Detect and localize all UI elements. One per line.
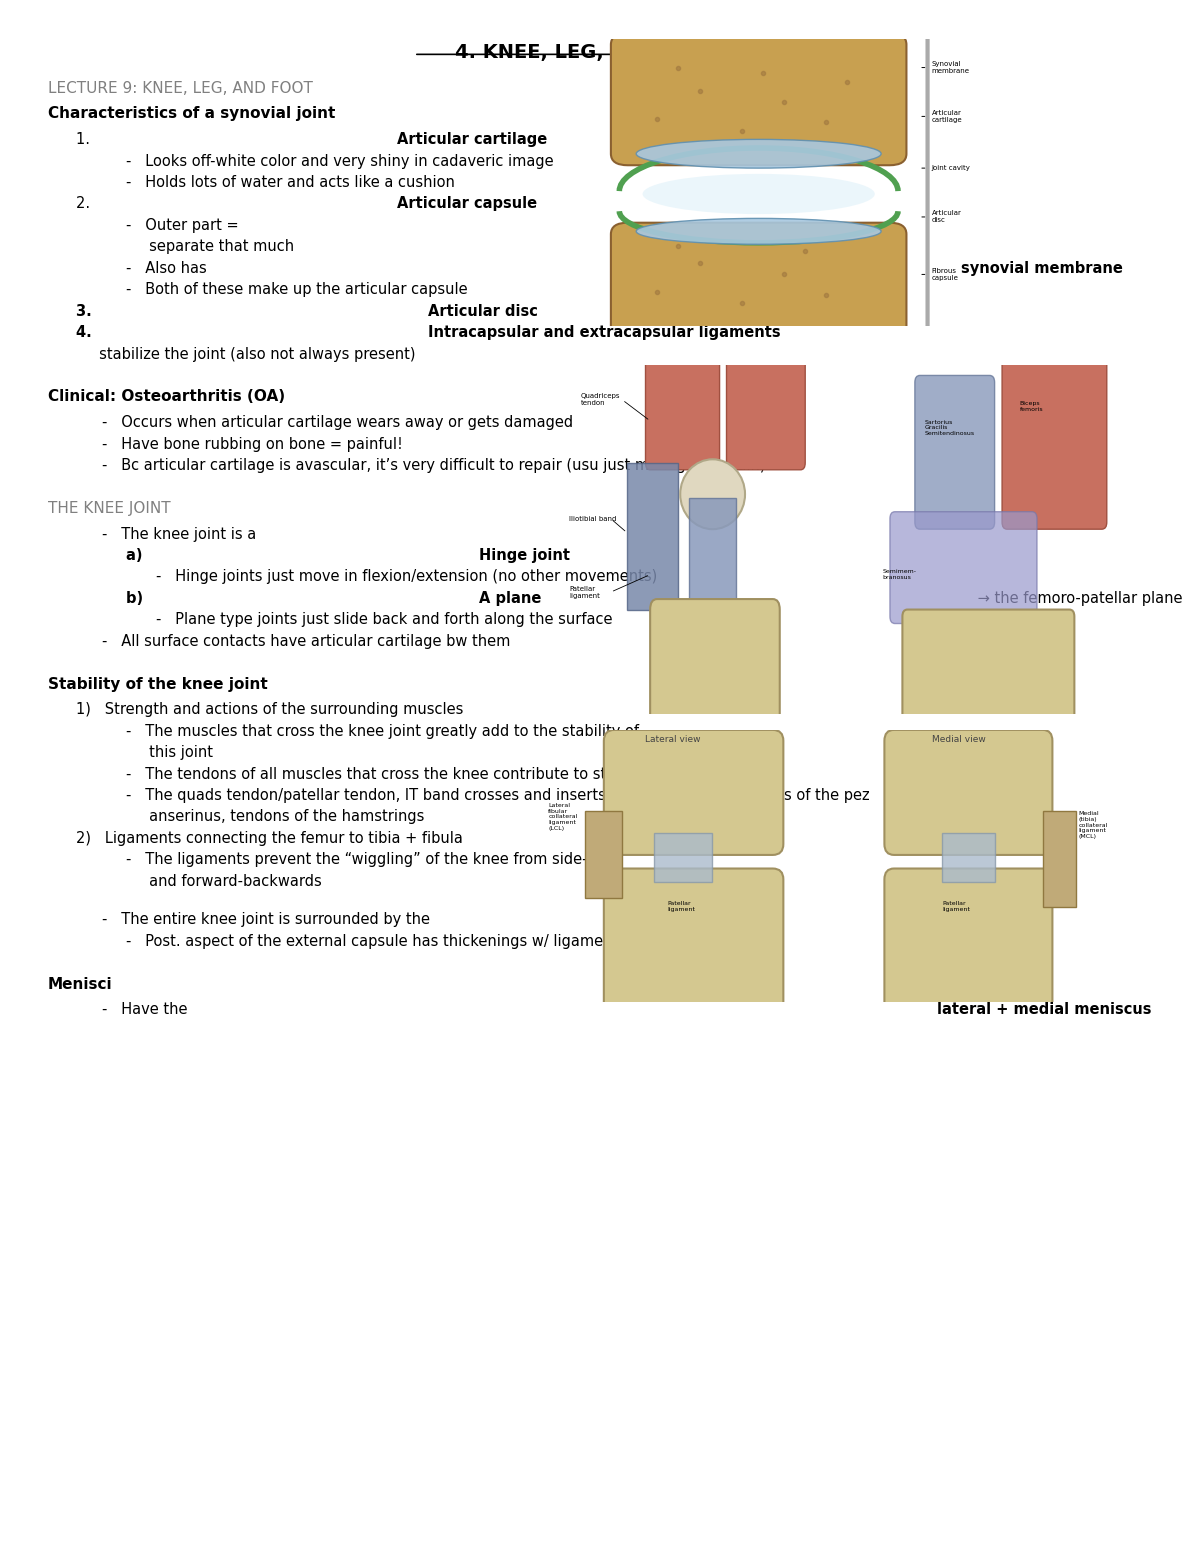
FancyBboxPatch shape bbox=[646, 359, 720, 469]
FancyBboxPatch shape bbox=[890, 511, 1037, 623]
Text: -   The quads tendon/patellar tendon, IT band crosses and inserts below the knee: - The quads tendon/patellar tendon, IT b… bbox=[126, 787, 870, 803]
Text: a): a) bbox=[126, 548, 158, 562]
Text: -   Have the: - Have the bbox=[102, 1002, 192, 1017]
Text: Iliotibial band: Iliotibial band bbox=[569, 516, 617, 522]
Text: Fibrous
capsule: Fibrous capsule bbox=[931, 269, 959, 281]
Text: -   Post. aspect of the external capsule has thickenings w/ ligaments: - Post. aspect of the external capsule h… bbox=[126, 933, 626, 949]
Text: -   The muscles that cross the knee joint greatly add to the stability of: - The muscles that cross the knee joint … bbox=[126, 724, 640, 739]
Text: Intracapsular and extracapsular ligaments: Intracapsular and extracapsular ligament… bbox=[428, 325, 781, 340]
Text: -   Bc articular cartilage is avascular, it’s very difficult to repair (usu just: - Bc articular cartilage is avascular, i… bbox=[102, 458, 766, 474]
Text: Lateral view: Lateral view bbox=[644, 735, 701, 744]
FancyBboxPatch shape bbox=[884, 730, 1052, 854]
Text: stabilize the joint (also not always present): stabilize the joint (also not always pre… bbox=[76, 346, 415, 362]
FancyBboxPatch shape bbox=[1002, 359, 1106, 530]
FancyBboxPatch shape bbox=[650, 599, 780, 725]
Text: -   Both of these make up the articular capsule: - Both of these make up the articular ca… bbox=[126, 283, 468, 297]
Text: -   Have bone rubbing on bone = painful!: - Have bone rubbing on bone = painful! bbox=[102, 436, 403, 452]
Text: Articular
cartilage: Articular cartilage bbox=[931, 110, 962, 123]
Text: Patellar
ligament: Patellar ligament bbox=[667, 901, 695, 912]
FancyBboxPatch shape bbox=[586, 811, 623, 898]
Text: Hinge joint: Hinge joint bbox=[479, 548, 570, 562]
FancyBboxPatch shape bbox=[628, 463, 678, 610]
FancyBboxPatch shape bbox=[884, 868, 1052, 1013]
Ellipse shape bbox=[642, 174, 875, 214]
Text: -   Occurs when articular cartilage wears away or gets damaged: - Occurs when articular cartilage wears … bbox=[102, 415, 574, 430]
FancyBboxPatch shape bbox=[690, 497, 736, 610]
Text: Synovial
membrane: Synovial membrane bbox=[931, 61, 970, 75]
Text: Menisci: Menisci bbox=[48, 977, 113, 991]
Text: Quadriceps
tendon: Quadriceps tendon bbox=[581, 393, 620, 407]
Text: -   Plane type joints just slide back and forth along the surface: - Plane type joints just slide back and … bbox=[156, 612, 612, 627]
FancyBboxPatch shape bbox=[902, 610, 1074, 721]
Text: Articular cartilage: Articular cartilage bbox=[397, 132, 547, 148]
Text: separate that much: separate that much bbox=[126, 239, 294, 255]
Text: -   Hinge joints just move in flexion/extension (no other movements): - Hinge joints just move in flexion/exte… bbox=[156, 570, 658, 584]
Text: Characteristics of a synovial joint: Characteristics of a synovial joint bbox=[48, 107, 335, 121]
Text: Biceps
femoris: Biceps femoris bbox=[1020, 402, 1043, 412]
Text: LECTURE 9: KNEE, LEG, AND FOOT: LECTURE 9: KNEE, LEG, AND FOOT bbox=[48, 81, 313, 96]
Text: Stability of the knee joint: Stability of the knee joint bbox=[48, 677, 268, 691]
Text: Sartorius
Gracilis
Semitendinosus: Sartorius Gracilis Semitendinosus bbox=[925, 419, 974, 436]
Text: -   The tendons of all muscles that cross the knee contribute to stability of th: - The tendons of all muscles that cross … bbox=[126, 767, 738, 781]
Text: 4. KNEE, LEG, FOOT + ANS: 4. KNEE, LEG, FOOT + ANS bbox=[455, 43, 745, 62]
Text: -   Also has: - Also has bbox=[126, 261, 211, 276]
Text: -   All surface contacts have articular cartilage bw them: - All surface contacts have articular ca… bbox=[102, 634, 510, 649]
Text: Medial view: Medial view bbox=[932, 735, 985, 744]
FancyBboxPatch shape bbox=[726, 359, 805, 469]
Ellipse shape bbox=[636, 140, 881, 168]
Text: -   Looks off-white color and very shiny in cadaveric image: - Looks off-white color and very shiny i… bbox=[126, 154, 553, 169]
Text: -   Holds lots of water and acts like a cushion: - Holds lots of water and acts like a cu… bbox=[126, 175, 455, 189]
Text: Patellar
ligament: Patellar ligament bbox=[942, 901, 970, 912]
Ellipse shape bbox=[636, 219, 881, 244]
Text: → the femoro-patellar plane: → the femoro-patellar plane bbox=[973, 590, 1182, 606]
FancyBboxPatch shape bbox=[942, 832, 995, 882]
FancyBboxPatch shape bbox=[1043, 811, 1076, 907]
Ellipse shape bbox=[680, 460, 745, 530]
Text: Clinical: Osteoarthritis (OA): Clinical: Osteoarthritis (OA) bbox=[48, 390, 286, 404]
Text: 4.: 4. bbox=[76, 325, 107, 340]
Text: Articular capsule: Articular capsule bbox=[397, 197, 538, 211]
Text: 3.: 3. bbox=[76, 304, 107, 318]
FancyBboxPatch shape bbox=[914, 376, 995, 530]
Text: b): b) bbox=[126, 590, 158, 606]
Text: -   The ligaments prevent the “wiggling” of the knee from side-side: - The ligaments prevent the “wiggling” o… bbox=[126, 853, 618, 867]
FancyBboxPatch shape bbox=[604, 868, 784, 1013]
Text: synovial membrane: synovial membrane bbox=[961, 261, 1123, 276]
Text: Articular
disc: Articular disc bbox=[931, 211, 961, 224]
Text: -   The knee joint is a: - The knee joint is a bbox=[102, 526, 260, 542]
Text: anserinus, tendons of the hamstrings: anserinus, tendons of the hamstrings bbox=[126, 809, 425, 825]
Text: and forward-backwards: and forward-backwards bbox=[126, 874, 322, 888]
FancyBboxPatch shape bbox=[604, 730, 784, 854]
FancyBboxPatch shape bbox=[654, 832, 712, 882]
FancyBboxPatch shape bbox=[611, 33, 906, 165]
Text: 2.: 2. bbox=[76, 197, 103, 211]
Text: 1)   Strength and actions of the surrounding muscles: 1) Strength and actions of the surroundi… bbox=[76, 702, 463, 717]
Text: Joint cavity: Joint cavity bbox=[931, 165, 971, 171]
Text: lateral + medial meniscus: lateral + medial meniscus bbox=[937, 1002, 1152, 1017]
Text: -   The entire knee joint is surrounded by the: - The entire knee joint is surrounded by… bbox=[102, 912, 434, 927]
Text: THE KNEE JOINT: THE KNEE JOINT bbox=[48, 500, 170, 516]
Text: Semimem-
branosus: Semimem- branosus bbox=[882, 570, 917, 579]
Text: 2)   Ligaments connecting the femur to tibia + fibula: 2) Ligaments connecting the femur to tib… bbox=[76, 831, 462, 846]
FancyBboxPatch shape bbox=[611, 222, 906, 337]
Text: Articular disc: Articular disc bbox=[428, 304, 539, 318]
Text: 1.: 1. bbox=[76, 132, 103, 148]
Text: Medial
(tibia)
collateral
ligament
(MCL): Medial (tibia) collateral ligament (MCL) bbox=[1079, 811, 1108, 839]
Text: -   Outer part =: - Outer part = bbox=[126, 217, 244, 233]
Text: Patellar
ligament: Patellar ligament bbox=[569, 585, 600, 598]
Text: Lateral
fibular
collateral
ligament
(LCL): Lateral fibular collateral ligament (LCL… bbox=[548, 803, 577, 831]
Text: this joint: this joint bbox=[126, 745, 214, 759]
Text: A plane: A plane bbox=[479, 590, 541, 606]
